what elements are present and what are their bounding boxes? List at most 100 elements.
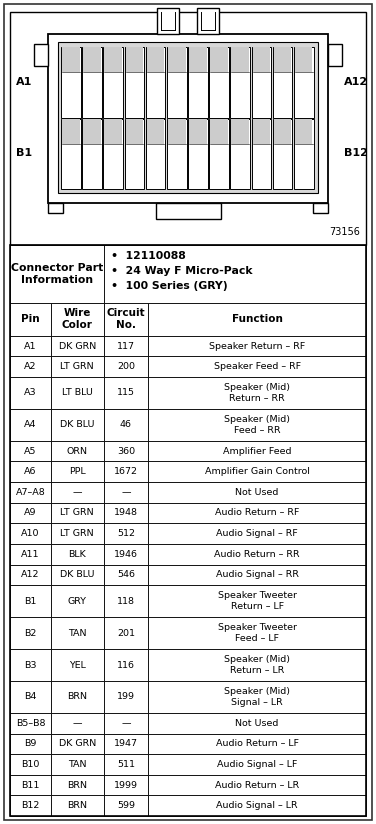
Text: A12: A12 bbox=[21, 570, 40, 579]
Text: •  12110088: • 12110088 bbox=[111, 250, 185, 260]
Bar bbox=[103, 48, 123, 118]
Bar bbox=[104, 617, 148, 649]
Bar bbox=[294, 119, 314, 189]
Bar bbox=[51, 523, 104, 544]
Bar bbox=[104, 302, 148, 335]
Text: 116: 116 bbox=[117, 661, 135, 670]
Text: Audio Signal – RR: Audio Signal – RR bbox=[215, 570, 299, 579]
Bar bbox=[104, 335, 148, 356]
Text: 199: 199 bbox=[117, 692, 135, 701]
Bar bbox=[51, 617, 104, 649]
Bar bbox=[10, 617, 51, 649]
Bar bbox=[10, 713, 51, 733]
Text: Amplifier Feed: Amplifier Feed bbox=[223, 447, 291, 456]
Text: A6: A6 bbox=[24, 467, 37, 476]
Text: B5–B8: B5–B8 bbox=[16, 719, 45, 728]
Bar bbox=[230, 48, 250, 118]
Text: —: — bbox=[73, 488, 82, 497]
Text: A1: A1 bbox=[24, 341, 37, 350]
Bar bbox=[148, 482, 366, 503]
Text: 1947: 1947 bbox=[114, 739, 138, 748]
Bar bbox=[231, 48, 249, 72]
Bar bbox=[10, 733, 51, 754]
Text: B9: B9 bbox=[24, 739, 36, 748]
Bar bbox=[295, 48, 312, 72]
Text: TAN: TAN bbox=[68, 760, 86, 769]
Bar bbox=[51, 377, 104, 409]
Bar bbox=[82, 119, 102, 189]
Bar bbox=[10, 585, 51, 617]
Bar bbox=[10, 377, 51, 409]
Bar bbox=[51, 409, 104, 441]
Bar bbox=[230, 119, 250, 189]
Text: TAN: TAN bbox=[68, 629, 86, 638]
Bar bbox=[51, 585, 104, 617]
Bar bbox=[167, 119, 186, 189]
Bar bbox=[210, 119, 228, 143]
Bar bbox=[10, 245, 104, 302]
Text: LT GRN: LT GRN bbox=[61, 529, 94, 538]
Bar bbox=[10, 544, 51, 564]
Text: —: — bbox=[121, 488, 130, 497]
Bar bbox=[274, 119, 291, 143]
Text: Audio Return – RR: Audio Return – RR bbox=[214, 550, 300, 559]
Bar bbox=[103, 119, 123, 189]
Text: •  24 Way F Micro-Pack: • 24 Way F Micro-Pack bbox=[111, 266, 252, 276]
Bar bbox=[168, 48, 185, 72]
Text: A3: A3 bbox=[24, 388, 37, 397]
Text: —: — bbox=[73, 719, 82, 728]
Bar bbox=[104, 377, 148, 409]
Text: Speaker (Mid)
Feed – RR: Speaker (Mid) Feed – RR bbox=[224, 415, 290, 435]
Bar bbox=[104, 795, 148, 816]
Bar bbox=[51, 302, 104, 335]
Text: B12: B12 bbox=[21, 801, 39, 810]
Bar bbox=[148, 564, 366, 585]
Text: B1: B1 bbox=[24, 597, 36, 606]
Bar bbox=[147, 48, 164, 72]
Bar bbox=[10, 441, 51, 461]
Bar bbox=[252, 119, 271, 189]
Bar bbox=[62, 48, 80, 72]
Bar bbox=[51, 713, 104, 733]
Text: 1999: 1999 bbox=[114, 780, 138, 789]
Bar bbox=[104, 441, 148, 461]
Text: 73156: 73156 bbox=[329, 227, 360, 237]
Text: Not Used: Not Used bbox=[235, 488, 279, 497]
Bar bbox=[51, 461, 104, 482]
Bar bbox=[209, 119, 229, 189]
Bar bbox=[48, 203, 63, 213]
Bar bbox=[104, 503, 148, 523]
Bar bbox=[148, 617, 366, 649]
Bar bbox=[148, 649, 366, 681]
Bar bbox=[147, 119, 164, 143]
Bar bbox=[10, 335, 51, 356]
Bar bbox=[104, 681, 148, 713]
Text: Pin: Pin bbox=[21, 314, 40, 324]
Bar bbox=[148, 795, 366, 816]
Text: 546: 546 bbox=[117, 570, 135, 579]
Text: A7–A8: A7–A8 bbox=[15, 488, 45, 497]
Text: Speaker (Mid)
Return – RR: Speaker (Mid) Return – RR bbox=[224, 383, 290, 403]
Bar bbox=[10, 775, 51, 795]
Bar bbox=[104, 409, 148, 441]
Bar bbox=[10, 681, 51, 713]
Bar bbox=[51, 775, 104, 795]
Bar bbox=[51, 441, 104, 461]
Bar bbox=[157, 8, 179, 34]
Text: 1946: 1946 bbox=[114, 550, 138, 559]
Text: A4: A4 bbox=[24, 420, 37, 429]
Bar bbox=[328, 44, 342, 66]
Bar bbox=[104, 119, 122, 143]
Text: A2: A2 bbox=[24, 362, 37, 371]
Text: B1: B1 bbox=[16, 148, 32, 158]
Bar bbox=[124, 48, 144, 118]
Bar bbox=[104, 482, 148, 503]
Bar bbox=[104, 356, 148, 377]
Text: A5: A5 bbox=[24, 447, 37, 456]
Bar bbox=[51, 564, 104, 585]
Text: Speaker (Mid)
Return – LR: Speaker (Mid) Return – LR bbox=[224, 655, 290, 675]
Bar bbox=[146, 119, 165, 189]
Text: Wire
Color: Wire Color bbox=[62, 308, 93, 330]
Bar bbox=[51, 795, 104, 816]
Bar bbox=[48, 34, 328, 203]
